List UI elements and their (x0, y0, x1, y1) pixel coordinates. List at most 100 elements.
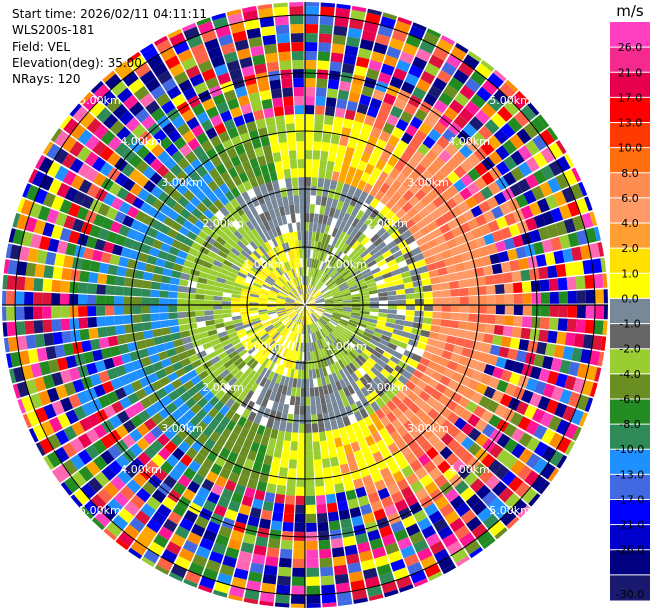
velocity-cell (279, 326, 287, 335)
velocity-cell (213, 291, 223, 297)
velocity-cell (345, 405, 354, 416)
velocity-cell (165, 143, 179, 157)
velocity-cell (188, 562, 205, 576)
velocity-cell (307, 249, 311, 259)
velocity-cell (253, 279, 263, 286)
velocity-cell (541, 445, 557, 462)
velocity-cell (251, 553, 266, 565)
velocity-cell (258, 272, 267, 280)
velocity-cell (169, 177, 182, 190)
velocity-cell (249, 296, 259, 301)
velocity-cell (216, 277, 226, 284)
velocity-cell (306, 298, 314, 304)
velocity-cell (344, 193, 353, 205)
velocity-cell (401, 201, 413, 213)
velocity-cell (495, 145, 510, 160)
velocity-cell (318, 422, 325, 433)
velocity-cell (333, 564, 348, 576)
velocity-cell (238, 171, 249, 183)
velocity-cell (341, 290, 351, 295)
velocity-cell (387, 442, 400, 455)
velocity-cell (300, 324, 303, 334)
velocity-cell (293, 341, 298, 351)
velocity-cell (333, 25, 348, 37)
velocity-cell (300, 294, 305, 304)
velocity-cell (300, 222, 305, 232)
velocity-cell (259, 164, 269, 175)
velocity-cell (158, 223, 171, 235)
velocity-cell (79, 417, 93, 432)
velocity-cell (313, 291, 321, 298)
velocity-cell (364, 576, 381, 589)
velocity-cell (442, 210, 455, 223)
velocity-cell (223, 359, 234, 369)
colorbar-tick-label: 2.0 (621, 242, 639, 255)
velocity-cell (357, 261, 367, 270)
velocity-cell (382, 122, 395, 135)
velocity-cell (200, 266, 211, 274)
velocity-cell (247, 255, 257, 265)
velocity-cell (287, 251, 293, 261)
velocity-cell (317, 319, 325, 328)
velocity-cell (367, 357, 377, 367)
velocity-cell (364, 274, 374, 282)
velocity-cell (455, 502, 471, 517)
velocity-cell (261, 267, 270, 276)
colorbar-tick-label: 4.0 (621, 217, 639, 230)
velocity-cell (362, 271, 373, 279)
velocity-cell (169, 354, 180, 365)
velocity-cell (525, 173, 539, 189)
velocity-cell (311, 288, 317, 297)
velocity-cell (231, 297, 241, 302)
velocity-cell (144, 193, 158, 206)
velocity-cell (407, 561, 423, 576)
velocity-cell (423, 305, 433, 311)
velocity-cell (167, 209, 180, 221)
velocity-cell (421, 278, 432, 286)
velocity-cell (235, 394, 246, 405)
velocity-cell (259, 223, 267, 234)
velocity-cell (312, 351, 317, 361)
velocity-cell (307, 285, 311, 295)
velocity-cell (296, 277, 300, 286)
velocity-cell (185, 447, 198, 460)
velocity-cell (305, 441, 313, 451)
velocity-cell (355, 486, 367, 498)
velocity-cell (467, 442, 482, 456)
velocity-cell (248, 36, 263, 48)
velocity-cell (160, 395, 173, 407)
velocity-cell (191, 440, 204, 453)
velocity-cell (269, 289, 279, 295)
velocity-cell (265, 359, 273, 370)
velocity-cell (517, 416, 532, 431)
velocity-cell (435, 340, 446, 350)
velocity-cell (191, 359, 202, 369)
velocity-cell (565, 332, 576, 347)
velocity-cell (290, 250, 295, 260)
velocity-cell (428, 54, 445, 69)
velocity-cell (276, 324, 285, 332)
velocity-cell (286, 477, 296, 487)
velocity-cell (188, 274, 199, 283)
velocity-cell (213, 175, 225, 187)
velocity-cell (364, 163, 375, 175)
velocity-cell (142, 166, 156, 180)
velocity-cell (346, 225, 355, 236)
velocity-cell (330, 343, 338, 352)
velocity-cell (324, 307, 334, 310)
velocity-cell (305, 294, 310, 304)
velocity-cell (540, 412, 554, 428)
velocity-cell (274, 256, 282, 266)
velocity-cell (575, 275, 586, 290)
velocity-cell (328, 268, 337, 277)
velocity-cell (537, 396, 551, 411)
velocity-cell (351, 515, 364, 527)
velocity-cell (232, 30, 248, 43)
velocity-cell (296, 468, 305, 478)
velocity-cell (317, 512, 328, 523)
velocity-cell (171, 332, 182, 341)
velocity-cell (223, 320, 234, 327)
velocity-cell (241, 223, 251, 234)
velocity-cell (249, 177, 259, 189)
velocity-cell (89, 101, 106, 117)
